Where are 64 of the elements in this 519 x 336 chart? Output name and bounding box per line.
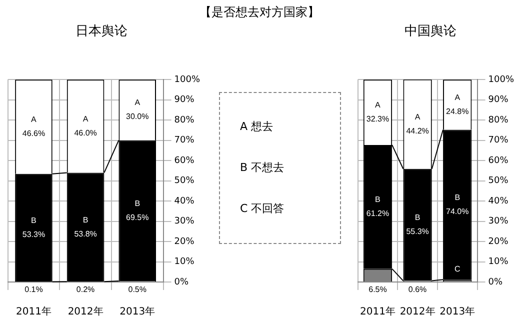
data-label: 24.8% xyxy=(446,106,469,116)
text: A xyxy=(31,114,36,124)
x-tick-label: 2013年 xyxy=(440,306,476,318)
x-tick-label: 2011年 xyxy=(16,306,52,318)
y-tick-label: 50% xyxy=(174,176,195,186)
data-label: 53.3% xyxy=(22,230,46,240)
x-tick-label: 2012年 xyxy=(400,306,436,318)
data-label: 46.6% xyxy=(22,128,46,138)
x-tick-label: 2012年 xyxy=(68,306,104,318)
data-label: 61.2% xyxy=(366,209,390,218)
y-tick-label: 20% xyxy=(488,236,509,247)
text: B xyxy=(375,195,380,204)
data-label: 0.6% xyxy=(408,285,427,294)
y-tick-label: 70% xyxy=(174,136,195,146)
y-tick-label: 30% xyxy=(488,216,509,227)
text: A xyxy=(82,114,88,124)
data-label: 32.3% xyxy=(366,114,390,124)
data-label: 74.0% xyxy=(446,206,469,216)
text: A xyxy=(414,112,420,122)
y-tick-label: 0% xyxy=(488,277,503,288)
y-tick-label: 60% xyxy=(488,156,509,166)
data-label: 69.5% xyxy=(126,212,149,222)
data-label: 6.5% xyxy=(368,285,387,294)
y-tick-label: 90% xyxy=(174,95,195,106)
x-tick-label: 2013年 xyxy=(120,306,156,318)
text: 【是否想去对方国家】 xyxy=(198,4,320,21)
y-tick-label: 80% xyxy=(488,115,509,126)
series-label: B xyxy=(454,192,460,202)
y-tick-label: 60% xyxy=(174,156,195,166)
data-label: 46.0% xyxy=(74,128,97,138)
text: B xyxy=(31,216,36,226)
data-label: 30.0% xyxy=(126,112,149,122)
y-tick-label: 100% xyxy=(174,74,200,85)
y-tick-label: 90% xyxy=(488,95,509,106)
data-label: 0.2% xyxy=(76,285,95,294)
y-tick-label: 10% xyxy=(488,257,509,268)
text: A 想去 xyxy=(240,119,274,134)
data-label: 0.5% xyxy=(128,285,146,294)
x-tick-label: 2011年 xyxy=(360,306,396,318)
data-label: 53.8% xyxy=(74,229,97,238)
data-label: 44.2% xyxy=(406,126,429,136)
chart-title: 日本舆论 xyxy=(76,24,128,40)
text: B xyxy=(82,215,88,224)
y-tick-label: 10% xyxy=(174,257,195,268)
y-tick-label: 30% xyxy=(174,216,195,227)
series-label: A xyxy=(454,92,461,102)
y-tick-label: 40% xyxy=(488,196,509,206)
y-tick-label: 40% xyxy=(174,196,195,206)
text: A xyxy=(375,100,380,110)
text: B 不想去 xyxy=(240,160,286,175)
series-label: A xyxy=(134,98,141,108)
y-tick-label: 100% xyxy=(488,74,514,85)
text: C 不回答 xyxy=(240,201,286,216)
y-tick-label: 20% xyxy=(174,236,195,247)
y-tick-label: 70% xyxy=(488,136,509,146)
y-tick-label: 80% xyxy=(174,115,195,126)
chart-title: 中国舆论 xyxy=(404,24,456,40)
text: B xyxy=(414,213,420,222)
series-label: C xyxy=(454,264,460,274)
y-tick-label: 50% xyxy=(488,176,509,186)
data-label: 0.1% xyxy=(24,285,43,294)
data-label: 55.3% xyxy=(406,227,429,236)
y-tick-label: 0% xyxy=(174,277,189,288)
series-label: B xyxy=(134,198,140,208)
